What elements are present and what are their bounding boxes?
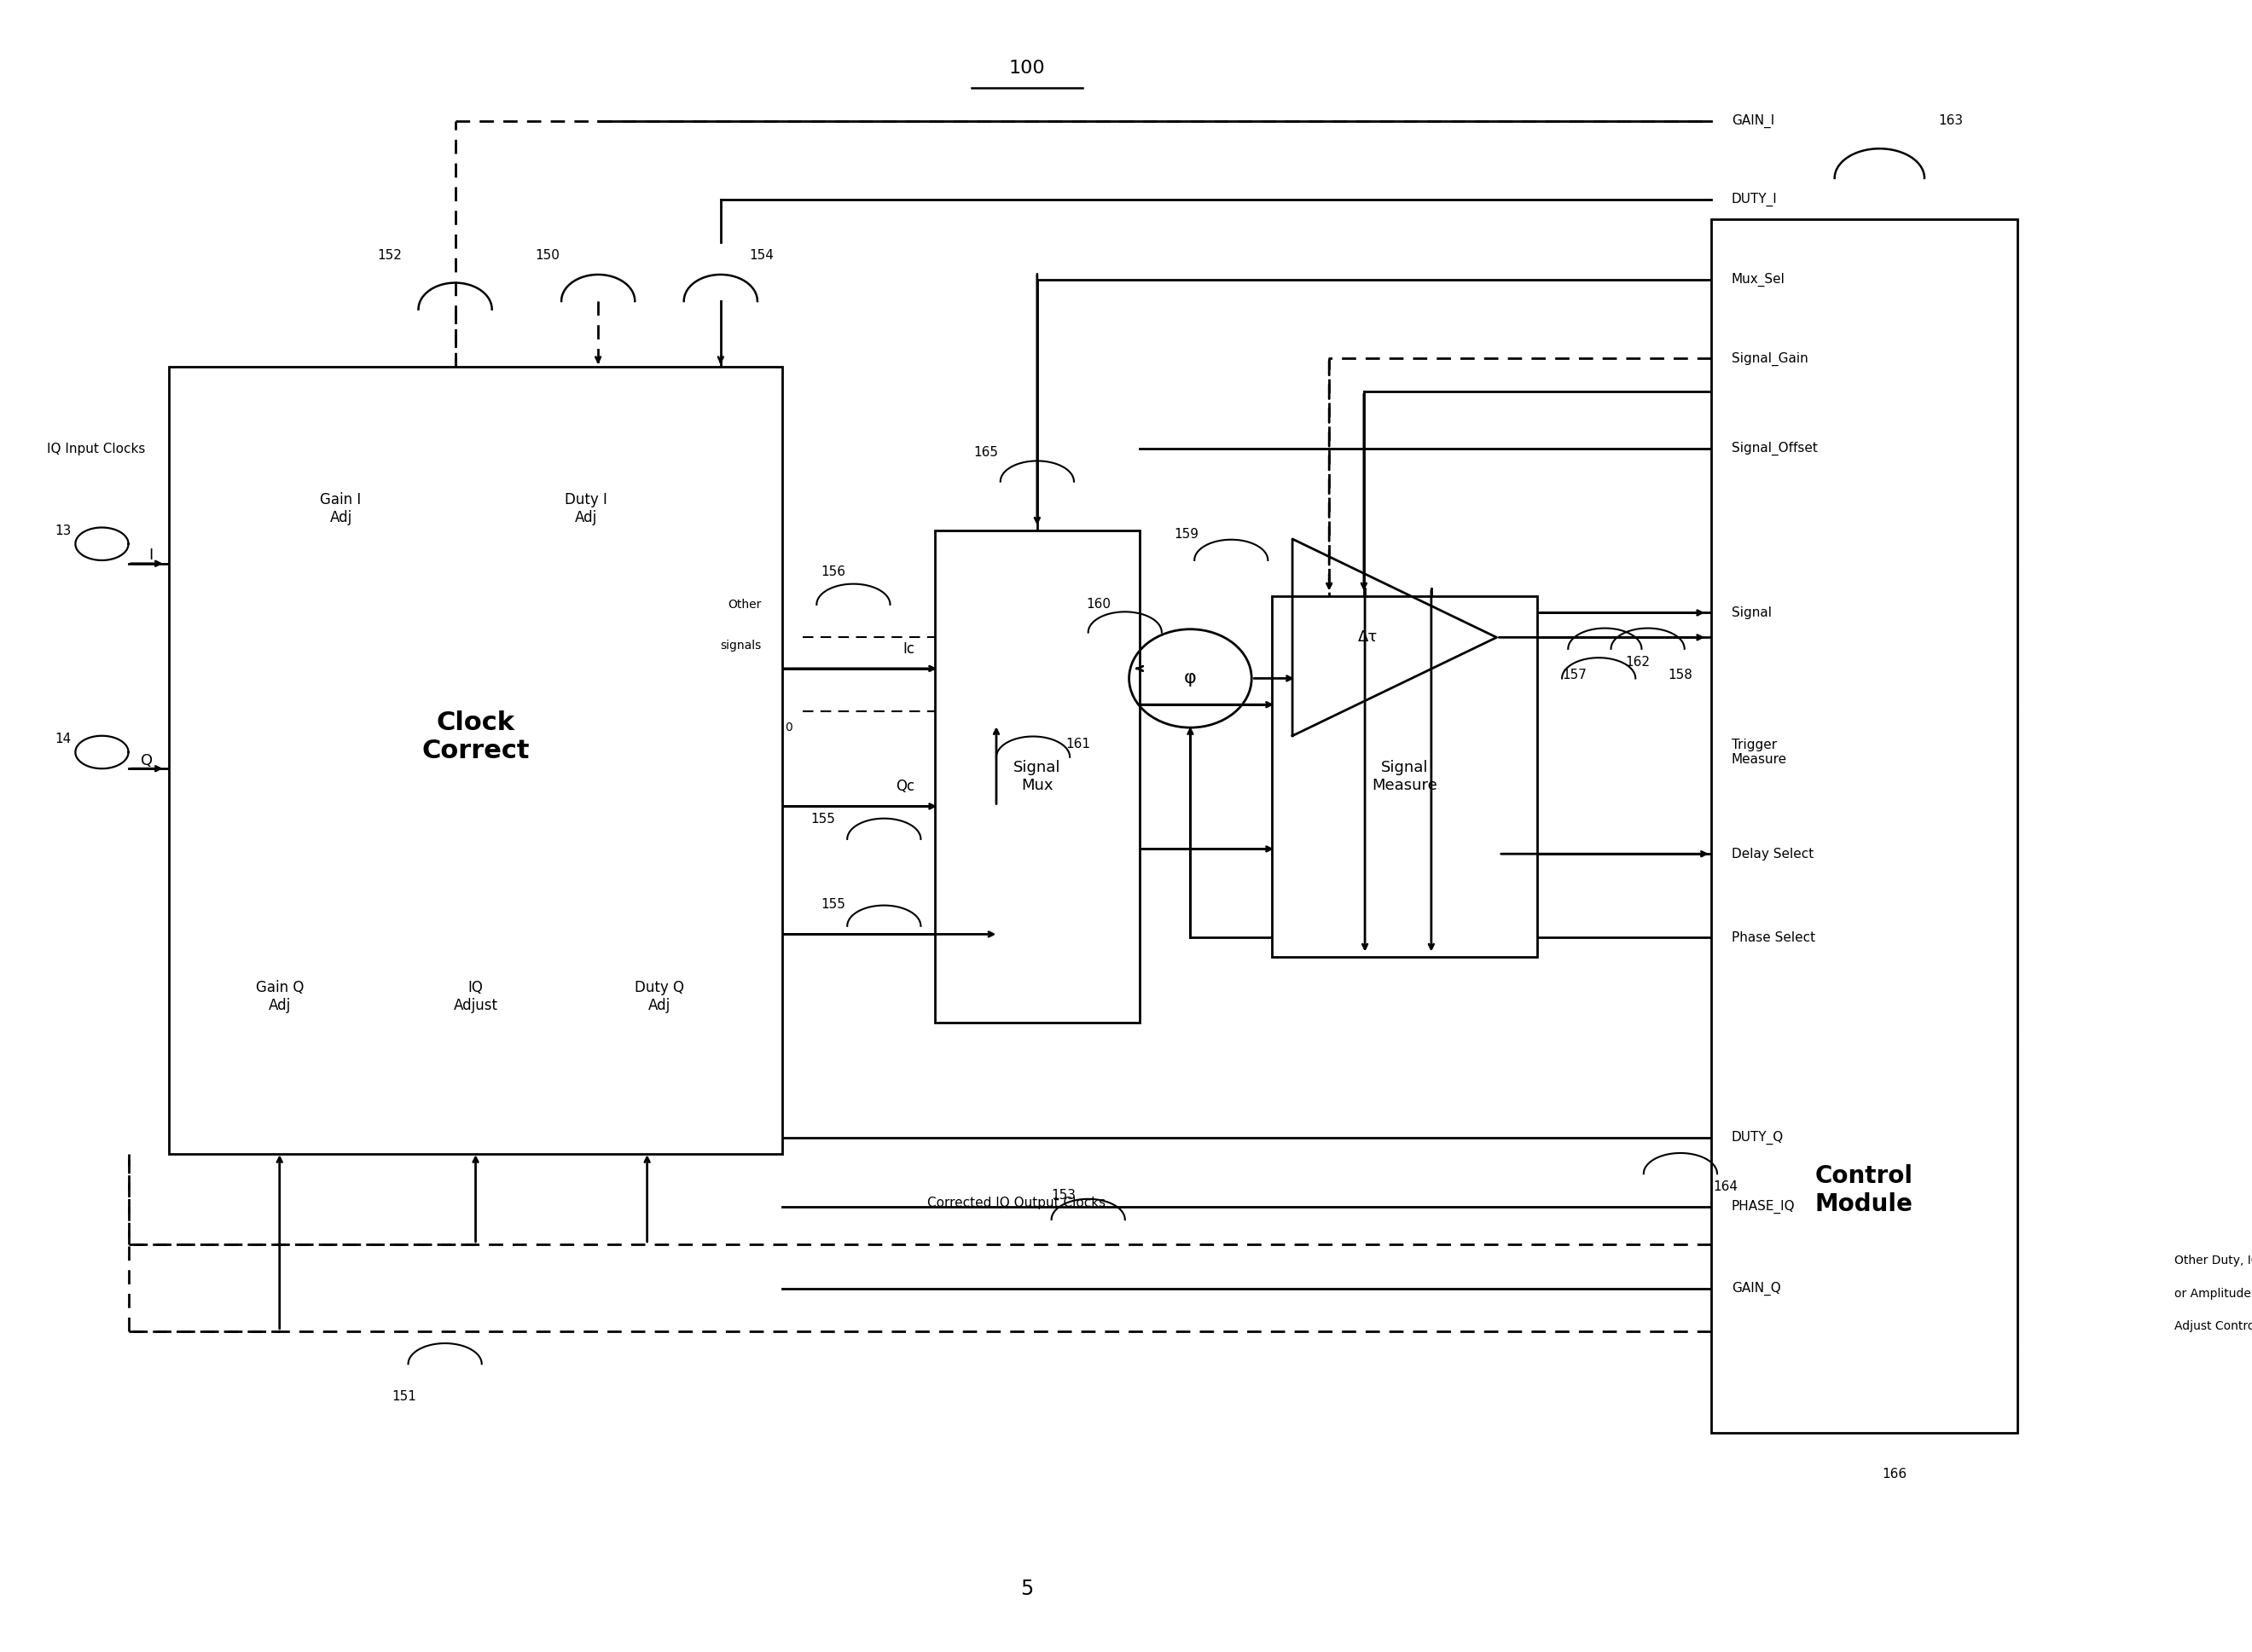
Text: Control
Module: Control Module [1815,1165,1914,1216]
Text: Signal_Gain: Signal_Gain [1732,352,1808,365]
Text: PHASE_IQ: PHASE_IQ [1732,1199,1795,1214]
FancyBboxPatch shape [935,530,1140,1023]
Text: 161: 161 [1065,737,1090,750]
Text: GAIN_Q: GAIN_Q [1732,1282,1781,1295]
Text: Other Duty, IQ,: Other Duty, IQ, [2175,1254,2252,1267]
Text: Qc: Qc [896,780,914,795]
Text: 0: 0 [784,722,793,733]
FancyBboxPatch shape [169,367,781,1155]
Text: Signal
Measure: Signal Measure [1371,760,1437,793]
Text: Duty I
Adj: Duty I Adj [565,492,608,525]
Text: 152: 152 [378,249,403,261]
Text: 100: 100 [1009,59,1045,76]
Text: 165: 165 [973,446,998,459]
Text: Signal
Mux: Signal Mux [1013,760,1061,793]
Text: signals: signals [721,639,761,651]
Text: or Amplitude: or Amplitude [2175,1287,2252,1300]
Text: DUTY_I: DUTY_I [1732,193,1777,206]
Text: 14: 14 [54,733,72,745]
Text: 5: 5 [1020,1578,1034,1599]
Text: I: I [149,548,153,563]
Text: Adjust Controls: Adjust Controls [2175,1320,2252,1332]
Text: Clock
Correct: Clock Correct [421,710,529,763]
Text: 156: 156 [820,565,844,578]
FancyBboxPatch shape [1272,596,1538,957]
Text: 157: 157 [1563,669,1588,682]
Text: 13: 13 [54,524,72,537]
Text: 153: 153 [1052,1189,1076,1201]
Text: Mux_Sel: Mux_Sel [1732,273,1786,287]
Text: Ic: Ic [903,641,914,656]
Text: 162: 162 [1626,656,1651,669]
Text: DUTY_Q: DUTY_Q [1732,1130,1784,1145]
Text: 166: 166 [1883,1467,1907,1480]
Text: Gain I
Adj: Gain I Adj [320,492,360,525]
Text: Delay Select: Delay Select [1732,847,1813,861]
Text: Q: Q [142,753,153,768]
Text: 160: 160 [1085,598,1110,611]
Text: 164: 164 [1714,1181,1739,1193]
FancyBboxPatch shape [1712,220,2018,1432]
Text: 150: 150 [534,249,558,261]
Text: 163: 163 [1939,114,1964,127]
Text: Corrected IQ Output Clocks: Corrected IQ Output Clocks [928,1196,1106,1209]
Text: Trigger
Measure: Trigger Measure [1732,738,1788,767]
Text: Signal: Signal [1732,606,1772,620]
Text: Signal_Offset: Signal_Offset [1732,441,1817,456]
Text: IQ Input Clocks: IQ Input Clocks [47,443,144,456]
Text: 154: 154 [750,249,775,261]
Text: Gain Q
Adj: Gain Q Adj [254,980,304,1013]
Text: 155: 155 [811,813,835,826]
Text: φ: φ [1185,669,1196,687]
Text: Duty Q
Adj: Duty Q Adj [635,980,685,1013]
Text: 158: 158 [1669,669,1694,682]
Text: IQ
Adjust: IQ Adjust [453,980,498,1013]
Text: 155: 155 [820,899,844,912]
Text: 151: 151 [392,1391,417,1403]
Text: 159: 159 [1173,527,1198,540]
Text: GAIN_I: GAIN_I [1732,114,1775,127]
Text: Other: Other [727,598,761,611]
Text: Δτ: Δτ [1358,629,1378,644]
Text: Phase Select: Phase Select [1732,932,1815,943]
